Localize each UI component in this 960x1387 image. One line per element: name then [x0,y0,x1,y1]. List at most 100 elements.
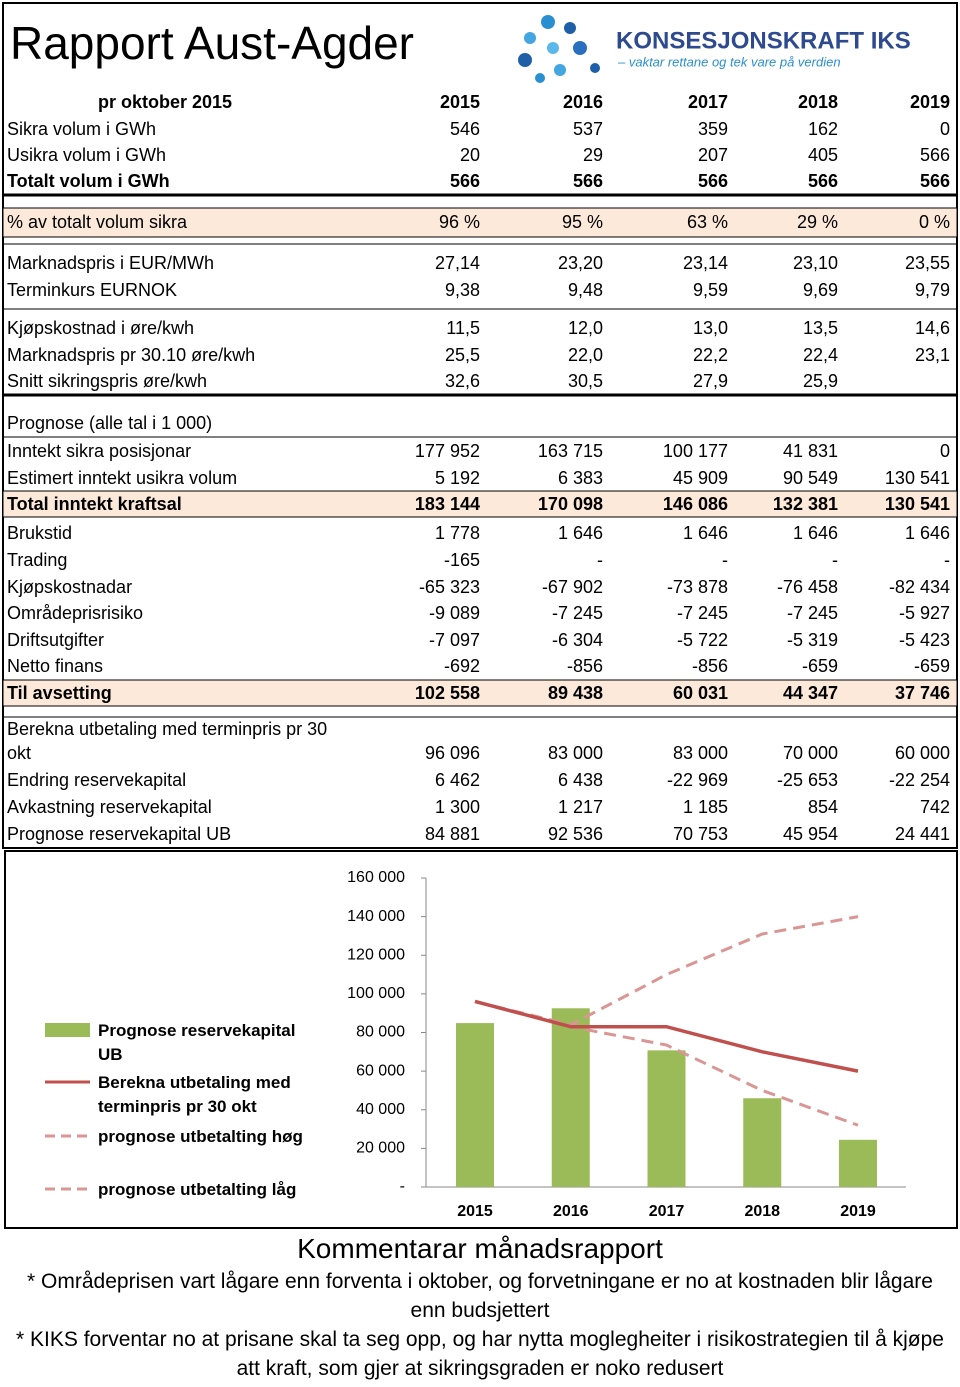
cell: 742 [919,797,950,817]
cell: 23,14 [682,253,728,273]
legend-label: prognose utbetalting låg [98,1180,297,1199]
cell: 1 300 [434,797,480,817]
cell: 27,14 [434,253,480,273]
cell: 5 192 [434,468,480,488]
cell: 23,20 [557,253,603,273]
cell: 537 [572,119,603,139]
cell: 1 646 [904,523,950,543]
cell: 102 558 [414,683,480,703]
row-label: % av totalt volum sikra [7,212,188,232]
y-tick-label: 140 000 [347,908,405,925]
cell: 566 [807,171,838,191]
cell: 23,55 [904,253,950,273]
cell: 23,1 [914,345,950,365]
cell: 566 [697,171,728,191]
row-label: Avkastning reservekapital [7,797,212,817]
cell: 163 715 [537,441,603,461]
legend-label: Berekna utbetaling med terminpris pr 30 … [98,1073,291,1116]
cell: 25,9 [802,371,838,391]
cell: 24 441 [894,824,950,844]
legend-swatch [45,1023,90,1037]
cell: 95 % [561,212,603,232]
row-label: Områdeprisrisiko [7,603,144,623]
cell: 207 [697,145,728,165]
cell: 83 000 [672,743,728,763]
column-header: 2019 [909,92,950,112]
cell: 45 909 [672,468,728,488]
cell: - [597,550,603,570]
comments-title: Kommentarar månadsrapport [297,1233,663,1264]
cell: - [944,550,950,570]
row-label: Terminkurs EURNOK [7,280,178,300]
line [474,999,859,1073]
cell: 29 [582,145,603,165]
cell: 92 536 [547,824,603,844]
cell: 177 952 [414,441,480,461]
cell: 41 831 [782,441,838,461]
cell: -25 653 [776,770,838,790]
cell: 89 438 [547,683,603,703]
cell: -22 254 [888,770,950,790]
cell: 6 462 [434,770,480,790]
row-label: Estimert inntekt usikra volum [7,468,238,488]
cell: -82 434 [888,577,950,597]
cell: 13,0 [692,318,728,338]
cell: -73 878 [666,577,728,597]
cell: 130 541 [884,494,950,514]
cell: 14,6 [914,318,950,338]
column-header: 2018 [797,92,838,112]
cell: -856 [566,656,603,676]
cell: -659 [801,656,838,676]
cell: -856 [691,656,728,676]
cell: -5 319 [786,630,838,650]
cell: 1 217 [557,797,603,817]
cell: 44 347 [782,683,838,703]
cell: 22,2 [692,345,728,365]
x-tick-label: 2015 [457,1203,493,1220]
x-tick-label: 2016 [553,1203,589,1220]
cell: 83 000 [547,743,603,763]
cell: 566 [919,171,950,191]
cell: -7 097 [428,630,480,650]
y-tick-label: 20 000 [356,1140,405,1157]
cell: 9,38 [444,280,480,300]
row-label: Trading [7,550,68,570]
row-label: Total inntekt kraftsal [7,494,182,514]
row-label: Inntekt sikra posisjonar [7,441,192,461]
cell: 9,59 [692,280,728,300]
y-tick-label: 40 000 [356,1101,405,1118]
cell: -7 245 [551,603,603,623]
row-label: Sikra volum i GWh [7,119,157,139]
cell: 20 [459,145,480,165]
logo-name: KONSESJONSKRAFT IKS [616,27,911,54]
cell: 0 % [918,212,950,232]
cell: 70 000 [782,743,838,763]
cell: 183 144 [414,494,480,514]
cell: 9,79 [914,280,950,300]
x-tick-label: 2017 [649,1203,685,1220]
x-tick-label: 2019 [840,1203,876,1220]
title: Rapport Aust-Agder [10,17,414,69]
row-label: Berekna utbetaling med terminpris pr 30 … [7,719,328,763]
cell: 27,9 [692,371,728,391]
cell: 63 % [686,212,728,232]
cell: 12,0 [567,318,603,338]
row-label: Usikra volum i GWh [7,145,167,165]
row-label: Brukstid [7,523,73,543]
cell: -5 927 [898,603,950,623]
cell: -659 [913,656,950,676]
row-label: Netto finans [7,656,104,676]
comment: * Områdeprisen vart lågare enn forventa … [27,1270,933,1322]
cell: 170 098 [537,494,603,514]
cell: 100 177 [662,441,728,461]
cell: 25,5 [444,345,480,365]
cell: 96 % [438,212,480,232]
cell: 45 954 [782,824,838,844]
logo-tagline: – vaktar rettane og tek vare på verdien [617,54,841,69]
cell: 132 381 [772,494,838,514]
cell: -5 722 [676,630,728,650]
cell: 29 % [796,212,838,232]
y-tick-label: 160 000 [347,869,405,886]
